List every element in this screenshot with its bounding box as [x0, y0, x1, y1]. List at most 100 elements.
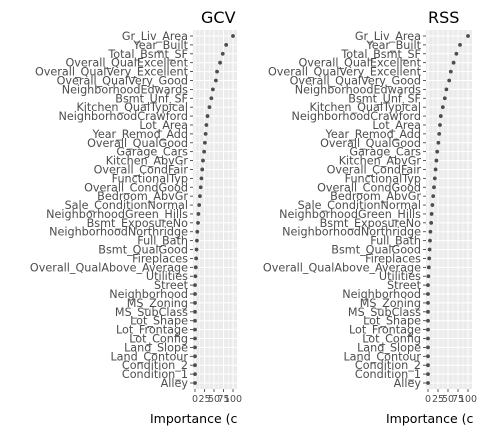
y-tick-label: Full_Bath	[370, 235, 421, 248]
data-point	[426, 309, 430, 314]
data-point	[204, 123, 209, 127]
data-point	[194, 247, 199, 252]
data-point	[442, 96, 447, 101]
data-point	[210, 87, 215, 92]
data-point	[447, 78, 452, 83]
y-tick-label: Lot_Shape	[363, 315, 421, 328]
data-point	[214, 78, 218, 83]
y-tick-label: Condition_2	[355, 359, 421, 372]
y-tick-label: Overall_CondGood	[84, 181, 188, 194]
y-tick-label: Bsmt_QualGood	[98, 244, 188, 257]
gcv-plot-area: Gr_Liv_AreaYear_BuiltTotal_Bsmt_SFOveral…	[30, 30, 242, 405]
data-point	[426, 336, 430, 341]
y-tick-label: Kitchen_AbvGr	[339, 155, 422, 168]
data-point	[198, 194, 202, 199]
y-tick-label: Lot_Area	[372, 119, 421, 132]
y-tick-label: Street	[387, 279, 422, 292]
data-point	[207, 105, 212, 110]
data-point	[193, 372, 197, 377]
data-point	[454, 51, 459, 56]
data-point	[431, 194, 436, 199]
y-tick-label: Garage_Cars	[116, 146, 188, 159]
data-point	[434, 158, 439, 163]
data-point	[193, 301, 197, 305]
y-tick-label: MS_SubClass	[348, 306, 421, 319]
data-point	[218, 60, 222, 65]
data-point	[432, 185, 436, 190]
y-tick-label: Lot_Config	[362, 333, 421, 346]
y-tick-label: Gr_Liv_Area	[122, 30, 188, 43]
data-point	[426, 345, 430, 350]
y-tick-label: Overall_QualVery_Excellent	[268, 66, 422, 79]
data-point	[193, 363, 197, 368]
data-point	[198, 185, 203, 190]
y-tick-label: MS_Zoning	[360, 297, 421, 310]
data-point	[197, 203, 202, 207]
data-point	[426, 301, 430, 305]
y-tick-label: Overall_QualGood	[87, 137, 188, 150]
data-point	[193, 292, 197, 296]
data-point	[196, 212, 201, 216]
y-tick-label: NeighborhoodGreen_Hills	[46, 208, 188, 221]
data-point	[426, 327, 430, 332]
data-point	[202, 140, 207, 145]
data-point	[444, 87, 449, 92]
y-tick-label: NeighborhoodEdwards	[62, 83, 188, 96]
y-tick-label: Bsmt_ExposureNo	[320, 217, 422, 230]
y-tick-label: Bedroom_AbvGr	[330, 190, 421, 203]
y-tick-label: Lot_Frontage	[116, 324, 188, 337]
y-tick-label: Overall_CondFair	[94, 163, 189, 176]
y-tick-label: MS_Zoning	[127, 297, 188, 310]
y-tick-label: Total_Bsmt_SF	[107, 48, 188, 61]
data-point	[196, 220, 200, 225]
data-point	[448, 69, 453, 74]
data-point	[426, 265, 431, 270]
data-point	[436, 140, 441, 145]
x-tick-label: 50	[442, 394, 454, 405]
y-tick-label: FunctionalTyp	[112, 172, 188, 185]
y-tick-label: Kitchen_QualTypical	[309, 101, 421, 114]
x-axis-label-rss: Importance (c	[386, 411, 473, 426]
data-point	[202, 149, 207, 154]
data-point	[428, 229, 433, 234]
data-point	[193, 309, 197, 314]
data-point	[429, 220, 434, 225]
y-tick-label: Year_Remod_Add	[91, 128, 188, 141]
data-point	[426, 372, 430, 377]
data-point	[426, 381, 430, 385]
y-tick-label: Alley	[394, 377, 422, 390]
data-point	[193, 283, 197, 288]
y-tick-label: Overall_QualGood	[320, 137, 421, 150]
data-point	[430, 203, 435, 207]
panel-gcv: GCV Gr_Liv_AreaYear_BuiltTotal_Bsmt_SFOv…	[30, 8, 242, 426]
y-tick-label: Lot_Frontage	[349, 324, 421, 337]
x-tick-label: 100	[224, 394, 242, 405]
y-tick-label: Bsmt_Unf_SF	[348, 92, 421, 105]
y-tick-label: Utilities	[379, 270, 421, 283]
y-tick-label: Land_Contour	[343, 350, 421, 363]
x-tick-label: 0	[425, 394, 431, 405]
data-point	[429, 212, 434, 216]
y-tick-label: Overall_QualVery_Good	[57, 74, 188, 87]
y-tick-label: Kitchen_QualTypical	[76, 101, 188, 114]
y-tick-label: Overall_QualExcellent	[65, 57, 188, 70]
data-point	[209, 96, 214, 101]
data-point	[199, 176, 204, 181]
data-point	[193, 274, 198, 279]
rss-plot-area: Gr_Liv_AreaYear_BuiltTotal_Bsmt_SFOveral…	[263, 30, 477, 405]
data-point	[428, 238, 432, 243]
y-tick-label: Land_Contour	[110, 350, 188, 363]
y-tick-label: Gr_Liv_Area	[355, 30, 421, 43]
data-point	[193, 265, 198, 270]
chart-title-gcv: GCV	[201, 8, 236, 27]
y-tick-label: Bsmt_Unf_SF	[115, 92, 188, 105]
y-tick-label: Overall_CondFair	[327, 163, 422, 176]
y-tick-label: Fireplaces	[132, 252, 188, 265]
x-axis-label-gcv: Importance (c	[150, 411, 237, 426]
y-tick-label: Condition_1	[355, 368, 421, 381]
data-point	[438, 114, 443, 118]
data-point	[440, 105, 445, 110]
y-tick-label: Kitchen_AbvGr	[106, 155, 189, 168]
data-point	[193, 381, 197, 385]
y-tick-label: MS_SubClass	[115, 306, 188, 319]
